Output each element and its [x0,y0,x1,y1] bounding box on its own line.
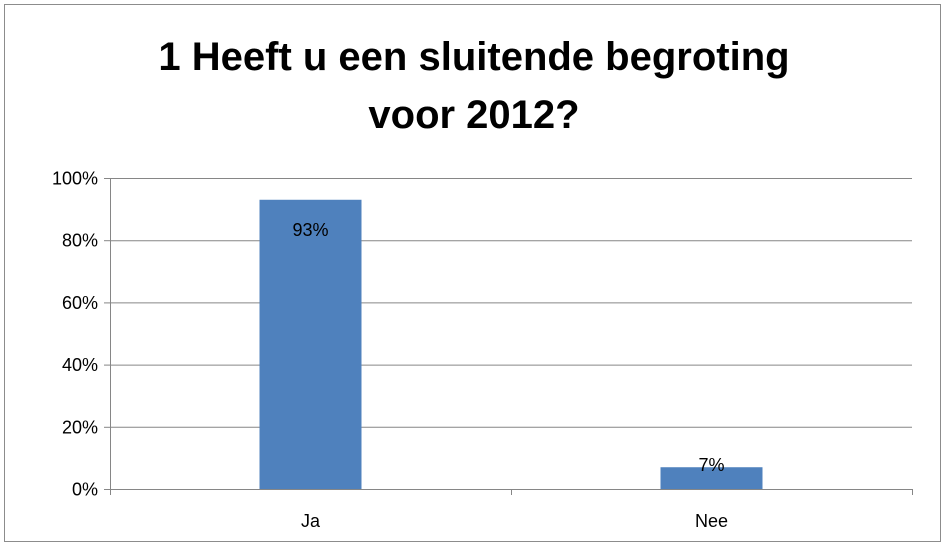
axes: 0% 20% 40% 60% 80% 100% [52,169,913,500]
y-tick-label: 0% [72,480,98,500]
y-tick-label: 40% [62,355,98,375]
chart-title-line-1: 1 Heeft u een sluitende begroting [158,35,790,79]
y-tick-label: 80% [62,231,98,251]
bars [259,199,763,489]
y-tick-label: 60% [62,293,98,313]
x-tick-label: Ja [301,511,321,531]
x-tick-label: Nee [695,511,728,531]
chart-frame [4,4,941,542]
data-label: 7% [698,455,724,475]
chart-title-line-2: voor 2012? [368,93,580,137]
bar-ja [259,199,362,489]
gridlines [110,178,912,490]
labels: 93% Ja 7% Nee [292,220,728,531]
y-tick-label: 20% [62,417,98,437]
chart-title: 1 Heeft u een sluitende begroting voor 2… [0,28,948,144]
y-tick-label: 100% [52,169,98,189]
data-label: 93% [292,220,328,240]
bar-nee [660,467,763,489]
